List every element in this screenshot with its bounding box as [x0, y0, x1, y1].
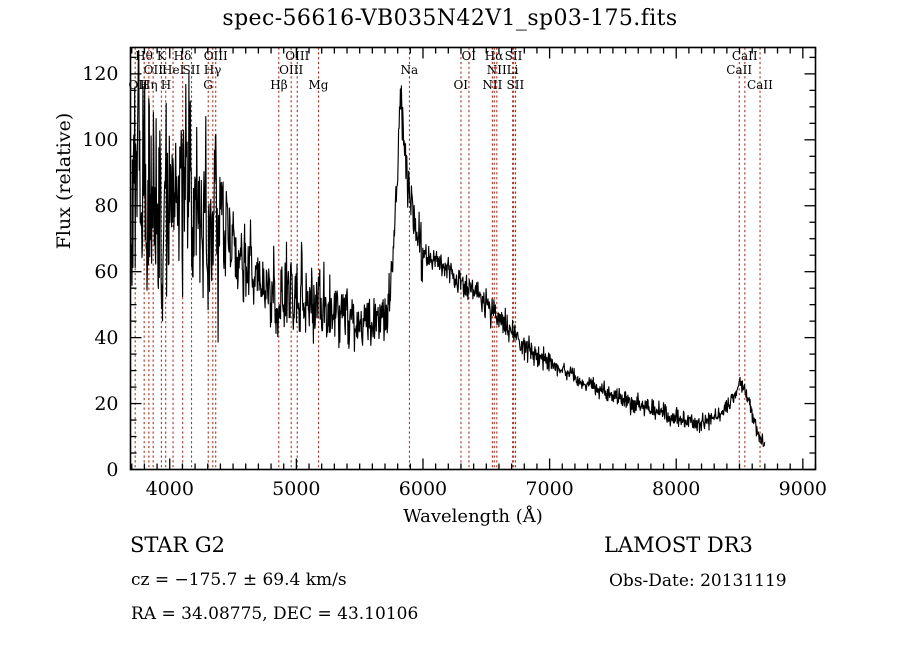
x-tick-label: 7000: [525, 477, 574, 500]
spectral-line-label: Na: [400, 63, 419, 77]
x-tick-label: 6000: [398, 477, 448, 500]
x-tick-label: 9000: [778, 477, 827, 500]
spectral-line-label: Mg: [308, 78, 329, 92]
spectral-line-label: CaII: [747, 78, 773, 92]
y-tick-label: 60: [94, 260, 119, 283]
spectral-line-label: OIII: [203, 49, 228, 63]
spectral-line-label: HeI: [162, 63, 185, 77]
y-axis-label: Flux (relative): [53, 112, 75, 250]
spectral-line-label: NII: [482, 78, 503, 92]
spectral-line-label: SII: [504, 49, 523, 63]
spectral-line-label: CaII: [726, 63, 753, 77]
spectral-line-label: SII: [182, 63, 201, 77]
spectral-line-label: K: [156, 49, 166, 63]
spectral-line-label: Li: [506, 63, 519, 77]
spectral-line-label: OI: [461, 49, 477, 63]
spectral-line-label: OIII: [285, 49, 310, 63]
y-tick-label: 120: [82, 62, 119, 85]
obs-date: Obs-Date: 20131119: [609, 571, 787, 591]
y-tick-label: 20: [94, 392, 119, 415]
spectral-line-label: OIII: [279, 63, 304, 77]
spectral-line-label: G: [203, 78, 213, 92]
spectral-line-label: OII: [143, 63, 163, 77]
spectral-line-label: Hη: [139, 78, 158, 92]
coordinates: RA = 34.08775, DEC = 43.10106: [131, 604, 419, 624]
spectral-line-label: CaII: [731, 49, 758, 63]
y-tick-label: 80: [94, 194, 119, 217]
object-class: STAR G2: [130, 533, 226, 557]
y-tick-label: 0: [106, 458, 119, 481]
redshift-velocity: cz = −175.7 ± 69.4 km/s: [131, 570, 347, 590]
spectral-line-label: H: [160, 78, 172, 92]
spectral-line-label: OI: [453, 78, 469, 92]
spectral-line-label: Hβ: [270, 78, 288, 92]
spectral-line-label: SII: [506, 78, 525, 92]
x-tick-label: 8000: [652, 477, 701, 500]
spectral-line-label: Hθ: [135, 49, 153, 63]
x-axis-label: Wavelength (Å): [403, 506, 543, 527]
page-title: spec-56616-VB035N42V1_sp03-175.fits: [222, 6, 678, 31]
y-tick-label: 40: [94, 326, 119, 349]
x-tick-label: 5000: [272, 477, 321, 500]
spectral-line-label: Hα: [484, 49, 504, 63]
spectral-line-label: NII: [486, 63, 507, 77]
survey-name: LAMOST DR3: [604, 533, 753, 557]
x-tick-label: 4000: [145, 477, 194, 500]
spectral-line-label: OII: [128, 78, 148, 92]
spectral-line-label: Hδ: [173, 49, 192, 63]
y-tick-label: 100: [82, 128, 119, 151]
spectral-line-label: Hγ: [203, 63, 222, 77]
